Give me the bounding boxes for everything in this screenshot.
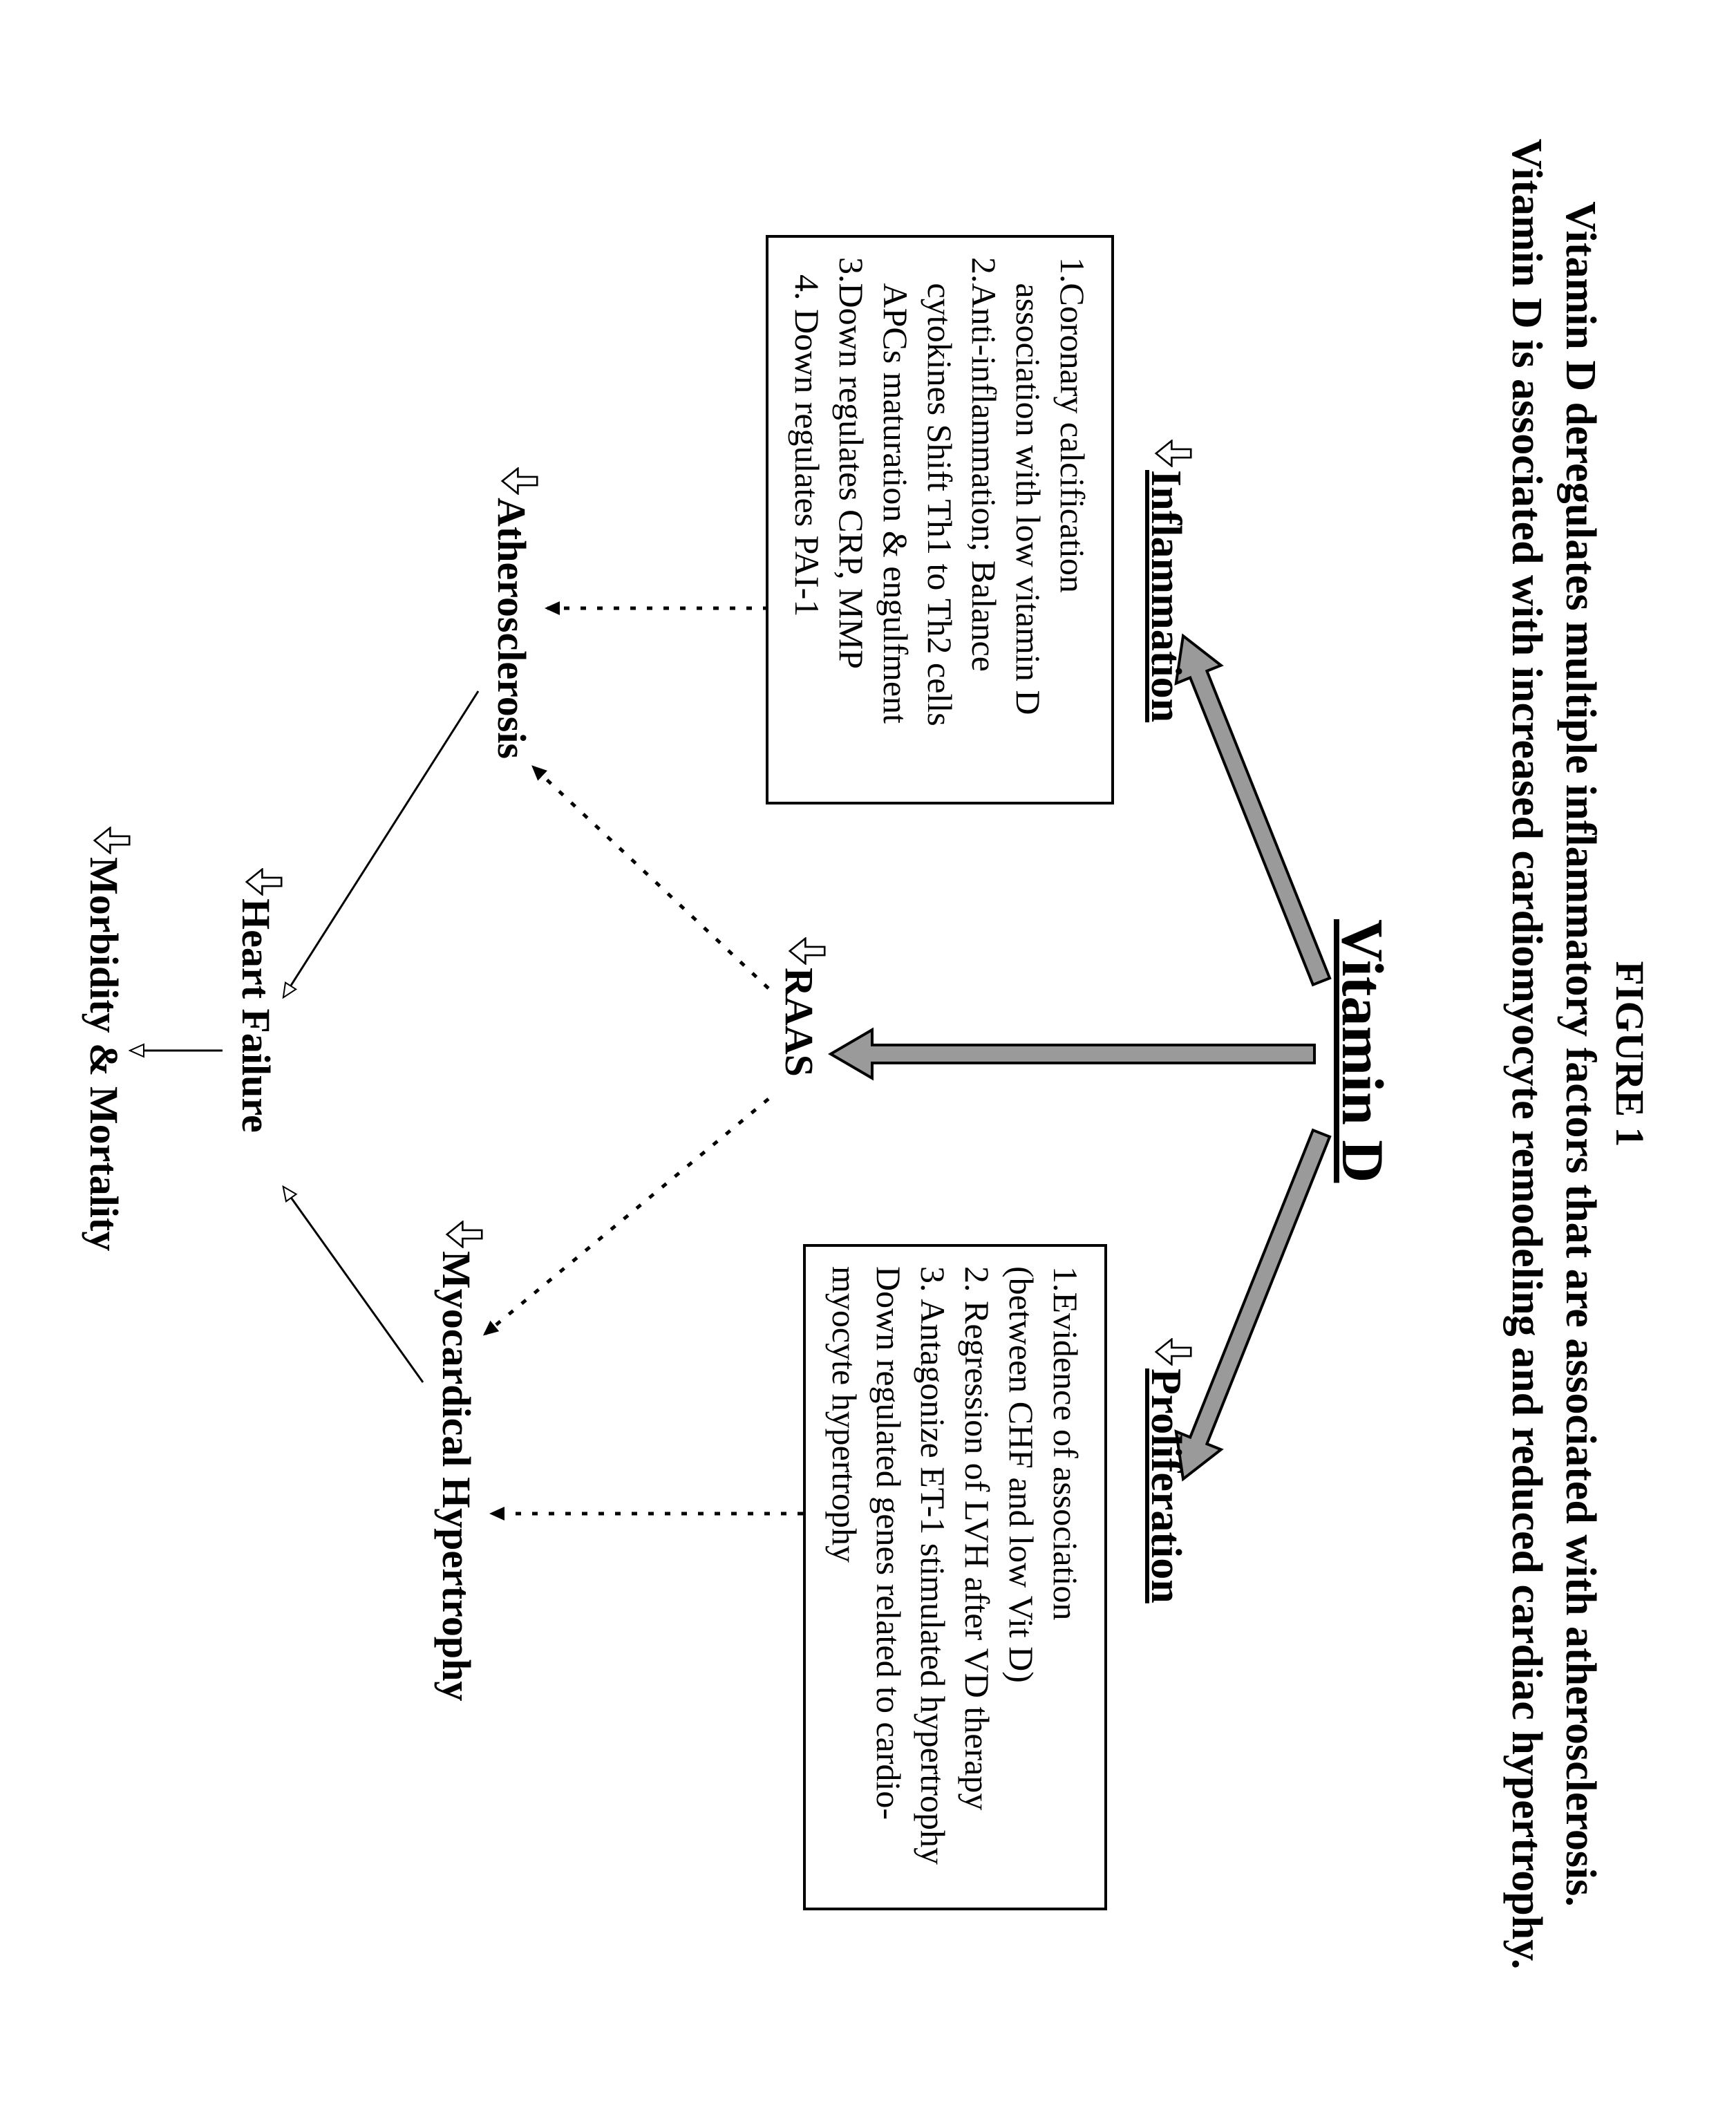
evidence-item: association with low vitamin D bbox=[1006, 257, 1050, 782]
node-inflammation: Inflammation bbox=[1141, 470, 1190, 722]
evidence-box-inflammation: 1.Coronary calcification association wit… bbox=[766, 235, 1114, 804]
thin-arrows-group bbox=[133, 691, 478, 1382]
down-arrow-icon bbox=[247, 869, 281, 895]
thick-arrow bbox=[1176, 636, 1330, 985]
dotted-arrow bbox=[534, 767, 768, 988]
evidence-box-proliferation: 1.Evidence of association (between CHF a… bbox=[803, 1244, 1107, 1910]
evidence-item: 2. Regression of LVH after VD therapy bbox=[955, 1266, 999, 1888]
evidence-item: 1.Evidence of association bbox=[1044, 1266, 1088, 1888]
down-arrow-icon bbox=[1156, 1339, 1191, 1365]
down-arrow-icon bbox=[502, 469, 537, 494]
evidence-item: myocyte hypertrophy bbox=[822, 1266, 867, 1888]
thick-arrow bbox=[831, 1030, 1314, 1078]
evidence-item: 3.Down regulates CRP, MMP bbox=[829, 257, 874, 782]
node-vitamin-d: Vitamin D bbox=[1328, 919, 1397, 1183]
node-morbidity-mortality: Morbidity & Mortality bbox=[81, 857, 127, 1251]
page-rotated-container: FIGURE 1 Vitamin D deregulates multiple … bbox=[0, 0, 1736, 1736]
node-heart-failure: Heart Failure bbox=[233, 898, 279, 1133]
evidence-item: 3. Antagonize ET-1 stimulated hypertroph… bbox=[911, 1266, 955, 1888]
figure-title-line-1: Vitamin D deregulates multiple inflammat… bbox=[1554, 0, 1607, 2108]
evidence-item: cytokines Shift Th1 to Th2 cells bbox=[918, 257, 962, 782]
down-arrow-icon bbox=[95, 828, 129, 854]
down-arrow-icon bbox=[447, 1222, 482, 1248]
figure-label: FIGURE 1 bbox=[1607, 0, 1653, 2108]
evidence-item: (between CHF and low Vit D) bbox=[999, 1266, 1044, 1888]
diagram-canvas: FIGURE 1 Vitamin D deregulates multiple … bbox=[0, 0, 1736, 2108]
evidence-item: 1.Coronary calcification bbox=[1050, 257, 1095, 782]
node-raas: RAAS bbox=[776, 968, 822, 1077]
evidence-item: APCs maturation & engulfment bbox=[874, 257, 918, 782]
evidence-item: 4. Down regulates PAI-1 bbox=[785, 257, 829, 782]
dotted-arrow bbox=[485, 1099, 768, 1334]
evidence-item: Down regulated genes related to cardio- bbox=[867, 1266, 911, 1888]
evidence-item: 2.Anti-inflammation; Balance bbox=[962, 257, 1006, 782]
down-arrow-icon bbox=[790, 939, 824, 964]
thin-arrow bbox=[285, 691, 478, 995]
node-proliferation: Proliferation bbox=[1141, 1368, 1190, 1603]
down-arrow-icon bbox=[1156, 441, 1191, 467]
thin-arrow bbox=[285, 1189, 423, 1382]
node-atherosclerosis: Atherosclerosis bbox=[489, 498, 535, 759]
node-myocardial-hypertrophy: Myocardical Hypertrophy bbox=[433, 1251, 480, 1701]
thick-arrow bbox=[1176, 1130, 1330, 1479]
figure-title-line-2: Vitamin D is associated with increased c… bbox=[1500, 0, 1554, 2108]
